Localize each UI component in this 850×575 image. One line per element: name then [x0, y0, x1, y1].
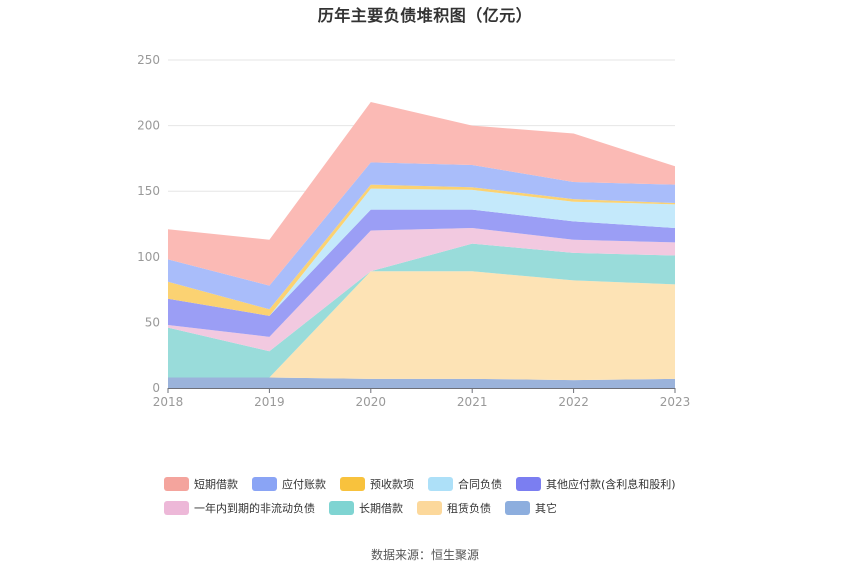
- y-tick-label: 0: [152, 381, 160, 395]
- legend-label: 预收款项: [370, 478, 414, 491]
- area-series-短期借款: [168, 101, 675, 286]
- area-series-其它: [168, 377, 675, 388]
- legend-item[interactable]: 一年内到期的非流动负债: [164, 500, 315, 516]
- x-tick-label: 2021: [457, 395, 488, 409]
- legend-swatch: [329, 501, 354, 515]
- legend-label: 长期借款: [359, 502, 403, 515]
- legend-label: 租赁负债: [447, 502, 491, 515]
- x-tick-label: 2020: [356, 395, 387, 409]
- legend-item[interactable]: 合同负债: [428, 476, 502, 492]
- legend-item[interactable]: 租赁负债: [417, 500, 491, 516]
- area-series-租赁负债: [168, 271, 675, 381]
- legend-swatch: [164, 477, 189, 491]
- legend-item[interactable]: 应付账款: [252, 476, 326, 492]
- legend-item[interactable]: 其他应付款(含利息和股利): [516, 476, 676, 492]
- area-series-长期借款: [168, 243, 675, 378]
- legend-label: 一年内到期的非流动负债: [194, 502, 315, 515]
- legend-row: 短期借款 应付账款 预收款项 合同负债 其他应付款(含利息和股利): [164, 472, 724, 496]
- area-series-预收款项: [168, 184, 675, 316]
- x-tick-label: 2023: [660, 395, 691, 409]
- y-tick-label: 250: [137, 53, 160, 67]
- legend-row: 一年内到期的非流动负债 长期借款 租赁负债 其它: [164, 496, 724, 520]
- legend-item[interactable]: 短期借款: [164, 476, 238, 492]
- legend-swatch: [252, 477, 277, 491]
- chart-title: 历年主要负债堆积图（亿元）: [317, 6, 533, 25]
- y-tick-label: 150: [137, 184, 160, 198]
- legend-label: 其他应付款(含利息和股利): [546, 478, 676, 491]
- legend-swatch: [428, 477, 453, 491]
- legend-label: 其它: [535, 502, 557, 515]
- legend-label: 短期借款: [194, 478, 238, 491]
- area-series-应付账款: [168, 162, 675, 310]
- y-tick-label: 50: [145, 315, 160, 329]
- area-series-一年内到期的非流动负债: [168, 227, 675, 352]
- area-series-其他应付款(含利息和股利): [168, 209, 675, 337]
- legend-item[interactable]: 长期借款: [329, 500, 403, 516]
- area-series-合同负债: [168, 188, 675, 316]
- area-series: [168, 101, 675, 388]
- legend-swatch: [516, 477, 541, 491]
- legend-label: 合同负债: [458, 478, 502, 491]
- x-tick-label: 2018: [153, 395, 184, 409]
- data-source: 数据来源：恒生聚源: [370, 548, 479, 562]
- y-tick-label: 100: [137, 250, 160, 264]
- legend-item[interactable]: 其它: [505, 500, 557, 516]
- legend-swatch: [505, 501, 530, 515]
- y-tick-label: 200: [137, 119, 160, 133]
- legend: 短期借款 应付账款 预收款项 合同负债 其他应付款(含利息和股利) 一年内到期的非流动负…: [164, 472, 724, 520]
- legend-swatch: [164, 501, 189, 515]
- x-tick-label: 2022: [558, 395, 589, 409]
- legend-swatch: [417, 501, 442, 515]
- legend-label: 应付账款: [282, 478, 326, 491]
- x-tick-label: 2019: [254, 395, 285, 409]
- legend-item[interactable]: 预收款项: [340, 476, 414, 492]
- legend-swatch: [340, 477, 365, 491]
- axes: 0 50 100 150 200 250 2018 2019 2020 2021 2022 2023: [137, 53, 690, 409]
